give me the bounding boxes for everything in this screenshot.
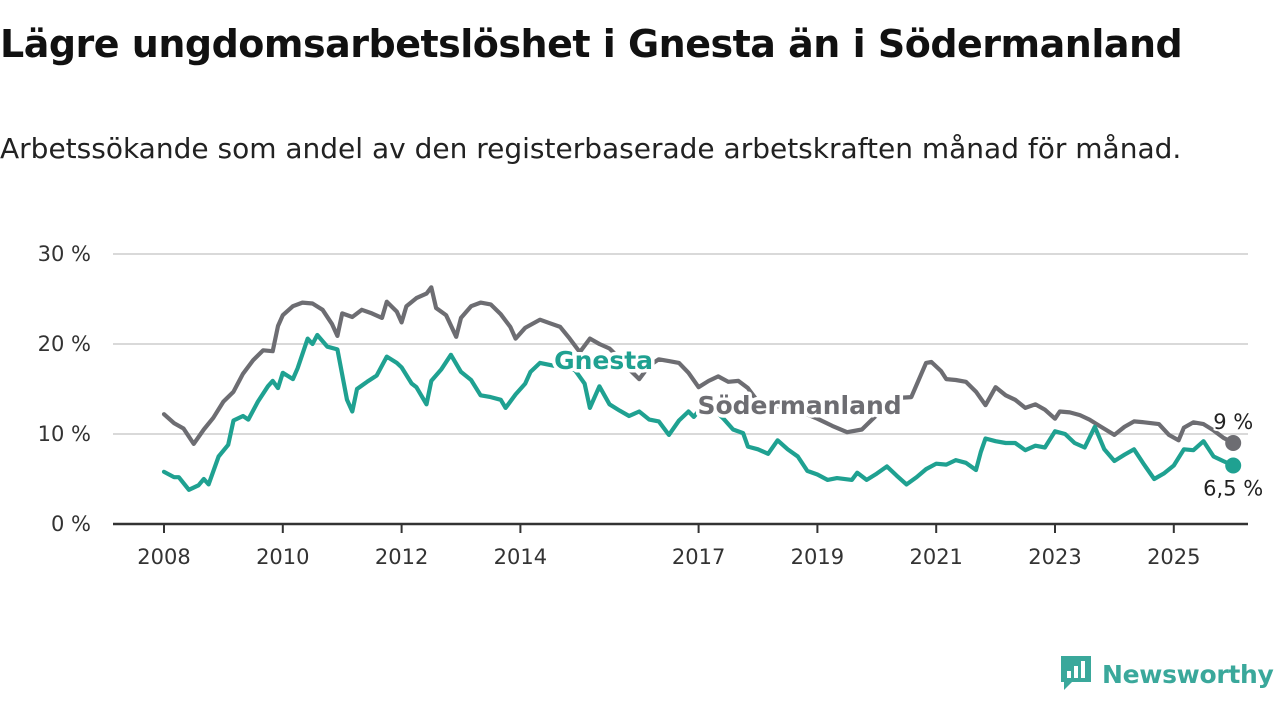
x-tick-label: 2017 (672, 545, 725, 569)
axis-layer: 0 % 10 % 20 % 30 % 2008 2010 2012 2014 2017 2019 2… (38, 242, 1248, 569)
newsworthy-logo[interactable]: Newsworthy (1058, 652, 1274, 696)
end-value-label: 9 % (1213, 410, 1253, 434)
series-label-södermanland: Södermanland (697, 391, 901, 420)
label-layer: 9 % 6,5 % Södermanland Gnesta (551, 343, 1266, 503)
series-label-gnesta: Gnesta (554, 346, 653, 375)
newsworthy-logo-icon (1061, 656, 1091, 690)
chart-title: Lägre ungdomsarbetslöshet i Gnesta än i … (0, 22, 1183, 66)
y-tick-label: 20 % (38, 332, 91, 356)
y-tick-label: 30 % (38, 242, 91, 266)
end-point-södermanland (1225, 435, 1242, 451)
end-value-label: 6,5 % (1203, 477, 1263, 501)
y-tick-label: 10 % (38, 422, 91, 446)
series-layer (161, 285, 1236, 492)
series-line-gnesta (161, 332, 1236, 492)
x-tick-label: 2012 (375, 545, 428, 569)
x-tick-label: 2014 (494, 545, 547, 569)
x-tick-label: 2008 (137, 545, 190, 569)
line-chart: 0 % 10 % 20 % 30 % 2008 2010 2012 2014 2017 2019 2… (38, 242, 1266, 569)
series-line-södermanland (161, 285, 1236, 446)
y-tick-label: 0 % (51, 512, 91, 536)
x-tick-label: 2021 (909, 545, 962, 569)
chart-subtitle: Arbetssökande som andel av den registerb… (0, 132, 1182, 165)
x-tick-label: 2023 (1028, 545, 1081, 569)
x-tick-label: 2010 (256, 545, 309, 569)
logo-text: Newsworthy (1102, 659, 1274, 689)
end-point-gnesta (1225, 457, 1242, 474)
grid-layer (113, 253, 1248, 435)
x-tick-label: 2025 (1147, 545, 1200, 569)
x-tick-label: 2019 (791, 545, 844, 569)
